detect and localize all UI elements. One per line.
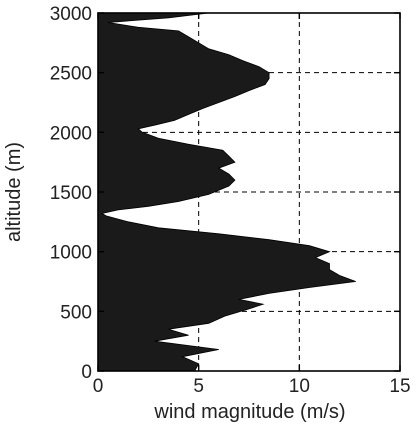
y-tick-label-0: 0: [81, 362, 92, 383]
x-tick-label-10: 10: [289, 376, 310, 397]
y-tick-label-1500: 1500: [50, 183, 92, 204]
wind-profile-area: [97, 12, 356, 372]
y-axis-title: altitude (m): [3, 142, 25, 242]
x-tick-label-0: 0: [93, 376, 104, 397]
y-tick-label-2000: 2000: [50, 123, 92, 144]
y-tick-labels: 0 500 1000 1500 2000 2500 3000: [50, 4, 92, 383]
x-axis-title: wind magnitude (m/s): [153, 401, 345, 423]
y-tick-label-2500: 2500: [50, 64, 92, 85]
x-tick-label-5: 5: [193, 376, 204, 397]
x-tick-labels: 0 5 10 15: [93, 376, 411, 397]
y-tick-label-1000: 1000: [50, 243, 92, 264]
axis-ticks: [97, 12, 401, 372]
y-tick-label-500: 500: [60, 302, 92, 323]
y-tick-label-3000: 3000: [50, 4, 92, 25]
x-tick-label-15: 15: [389, 376, 410, 397]
